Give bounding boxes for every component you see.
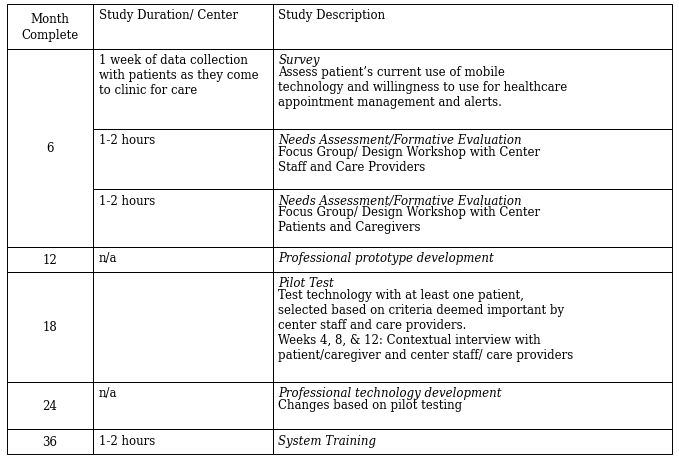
Text: Focus Group/ Design Workshop with Center
Staff and Care Providers: Focus Group/ Design Workshop with Center… (278, 146, 540, 174)
Bar (273, 272, 672, 382)
Bar (7, 5, 93, 50)
Text: Study Duration/ Center: Study Duration/ Center (98, 9, 238, 22)
Text: Test technology with at least one patient,
selected based on criteria deemed imp: Test technology with at least one patien… (278, 288, 574, 361)
Text: 1 week of data collection
with patients as they come
to clinic for care: 1 week of data collection with patients … (98, 54, 258, 97)
Bar (93, 50, 273, 129)
Text: Needs Assessment/Formative Evaluation: Needs Assessment/Formative Evaluation (278, 134, 522, 147)
Bar (273, 247, 672, 272)
Text: n/a: n/a (98, 252, 117, 264)
Text: 1-2 hours: 1-2 hours (98, 134, 155, 147)
Bar (273, 129, 672, 190)
Bar (93, 272, 273, 382)
Bar (273, 430, 672, 454)
Text: Changes based on pilot testing: Changes based on pilot testing (278, 398, 462, 411)
Bar (7, 430, 93, 454)
Text: Focus Group/ Design Workshop with Center
Patients and Caregivers: Focus Group/ Design Workshop with Center… (278, 206, 540, 234)
Text: Pilot Test: Pilot Test (278, 277, 334, 290)
Text: Professional prototype development: Professional prototype development (278, 252, 494, 264)
Text: 18: 18 (43, 320, 58, 333)
Text: 12: 12 (43, 253, 58, 266)
Bar (273, 382, 672, 430)
Bar (7, 382, 93, 430)
Text: Month
Complete: Month Complete (22, 12, 79, 42)
Bar (93, 430, 273, 454)
Bar (7, 247, 93, 272)
Bar (93, 382, 273, 430)
Text: Survey: Survey (278, 54, 320, 67)
Text: 6: 6 (46, 142, 54, 155)
Bar (93, 247, 273, 272)
Text: 24: 24 (43, 399, 58, 412)
Text: 36: 36 (43, 436, 58, 448)
Text: Study Description: Study Description (278, 9, 386, 22)
Text: 1-2 hours: 1-2 hours (98, 434, 155, 447)
Bar (93, 5, 273, 50)
Text: System Training: System Training (278, 434, 376, 447)
Bar (7, 50, 93, 247)
Text: Professional technology development: Professional technology development (278, 386, 502, 399)
Text: 1-2 hours: 1-2 hours (98, 194, 155, 207)
Bar (273, 50, 672, 129)
Bar (273, 5, 672, 50)
Text: n/a: n/a (98, 386, 117, 399)
Bar (93, 190, 273, 247)
Bar (273, 190, 672, 247)
Text: Needs Assessment/Formative Evaluation: Needs Assessment/Formative Evaluation (278, 194, 522, 207)
Bar (93, 129, 273, 190)
Bar (7, 272, 93, 382)
Text: Assess patient’s current use of mobile
technology and willingness to use for hea: Assess patient’s current use of mobile t… (278, 66, 568, 109)
